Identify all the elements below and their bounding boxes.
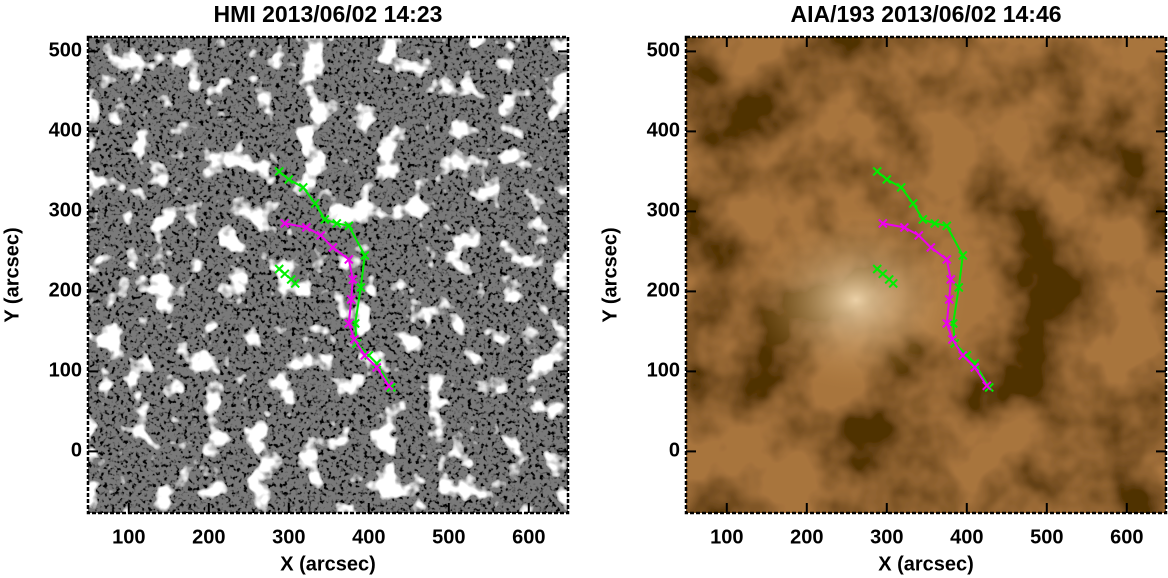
point-marker bbox=[896, 182, 906, 193]
x-tick-label: 300 bbox=[272, 526, 305, 548]
point-marker bbox=[946, 274, 956, 285]
plot-frame bbox=[86, 35, 570, 515]
y-tick-label: 200 bbox=[647, 280, 680, 302]
point-marker bbox=[947, 334, 958, 345]
y-tick-label: 500 bbox=[647, 40, 680, 62]
point-marker bbox=[360, 250, 370, 261]
point-marker bbox=[930, 218, 940, 229]
x-axis-label: X (arcsec) bbox=[280, 553, 376, 575]
point-marker bbox=[360, 350, 370, 361]
point-marker bbox=[872, 166, 882, 177]
point-marker bbox=[349, 334, 360, 345]
y-tick-label: 400 bbox=[647, 120, 680, 142]
point-marker bbox=[356, 282, 366, 293]
point-marker bbox=[348, 274, 358, 285]
y-tick-label: 200 bbox=[49, 280, 82, 302]
point-marker bbox=[344, 254, 354, 265]
x-tick-label: 600 bbox=[512, 526, 545, 548]
x-tick-label: 200 bbox=[790, 526, 823, 548]
point-marker bbox=[346, 294, 356, 305]
point-marker bbox=[372, 362, 382, 373]
point-marker bbox=[882, 174, 892, 185]
point-marker bbox=[888, 278, 898, 289]
y-axis-label: Y (arcsec) bbox=[1, 227, 23, 322]
x-tick-label: 100 bbox=[112, 526, 145, 548]
point-marker bbox=[942, 254, 952, 265]
x-tick-label: 200 bbox=[192, 526, 225, 548]
y-tick-label: 400 bbox=[49, 120, 82, 142]
active-region-glow bbox=[746, 210, 966, 390]
point-marker bbox=[316, 230, 326, 241]
point-marker bbox=[310, 198, 320, 209]
point-marker bbox=[954, 282, 964, 293]
x-tick-label: 300 bbox=[870, 526, 903, 548]
point-marker bbox=[914, 230, 924, 241]
x-tick-label: 100 bbox=[710, 526, 743, 548]
point-marker bbox=[878, 218, 888, 229]
panel: 100 200 300 400 500 600 0 100 200 300 400 500 AIA/19… bbox=[599, 1, 1168, 575]
point-marker bbox=[944, 294, 954, 305]
magnetogram-image bbox=[88, 37, 568, 513]
point-marker bbox=[958, 350, 968, 361]
point-marker bbox=[982, 381, 992, 391]
x-axis-label: X (arcsec) bbox=[878, 553, 974, 575]
y-tick-label: 500 bbox=[49, 40, 82, 62]
y-tick-label: 300 bbox=[647, 200, 680, 222]
y-tick-label: 300 bbox=[49, 200, 82, 222]
x-tick-label: 400 bbox=[950, 526, 983, 548]
point-marker bbox=[301, 222, 312, 233]
chart-title: AIA/193 2013/06/02 14:46 bbox=[790, 1, 1061, 27]
point-marker bbox=[298, 182, 308, 193]
x-tick-label: 600 bbox=[1110, 526, 1143, 548]
point-marker bbox=[290, 278, 300, 289]
y-tick-label: 0 bbox=[669, 440, 680, 462]
point-marker bbox=[332, 218, 342, 229]
point-marker bbox=[274, 166, 284, 177]
point-marker bbox=[344, 318, 354, 329]
y-tick-label: 100 bbox=[647, 360, 680, 382]
point-marker bbox=[942, 318, 952, 329]
y-tick-label: 0 bbox=[71, 440, 82, 462]
point-marker bbox=[328, 242, 338, 253]
x-tick-label: 400 bbox=[352, 526, 385, 548]
point-marker bbox=[899, 222, 910, 233]
x-tick-label: 500 bbox=[1030, 526, 1063, 548]
chart-title: HMI 2013/06/02 14:23 bbox=[214, 1, 443, 27]
plot-frame bbox=[684, 35, 1168, 515]
point-marker bbox=[320, 214, 330, 225]
point-marker bbox=[958, 250, 968, 261]
point-marker bbox=[926, 242, 936, 253]
point-marker bbox=[280, 218, 290, 229]
y-axis-label: Y (arcsec) bbox=[599, 227, 621, 322]
x-tick-label: 500 bbox=[432, 526, 465, 548]
point-marker bbox=[918, 214, 928, 225]
y-tick-label: 100 bbox=[49, 360, 82, 382]
point-marker bbox=[970, 362, 980, 373]
panel: 100 200 300 400 500 600 0 100 200 300 400 500 HMI 20… bbox=[1, 1, 570, 575]
point-marker bbox=[344, 221, 354, 231]
point-marker bbox=[284, 174, 294, 185]
point-marker bbox=[942, 221, 952, 231]
point-marker bbox=[384, 381, 394, 391]
point-marker bbox=[908, 198, 918, 209]
